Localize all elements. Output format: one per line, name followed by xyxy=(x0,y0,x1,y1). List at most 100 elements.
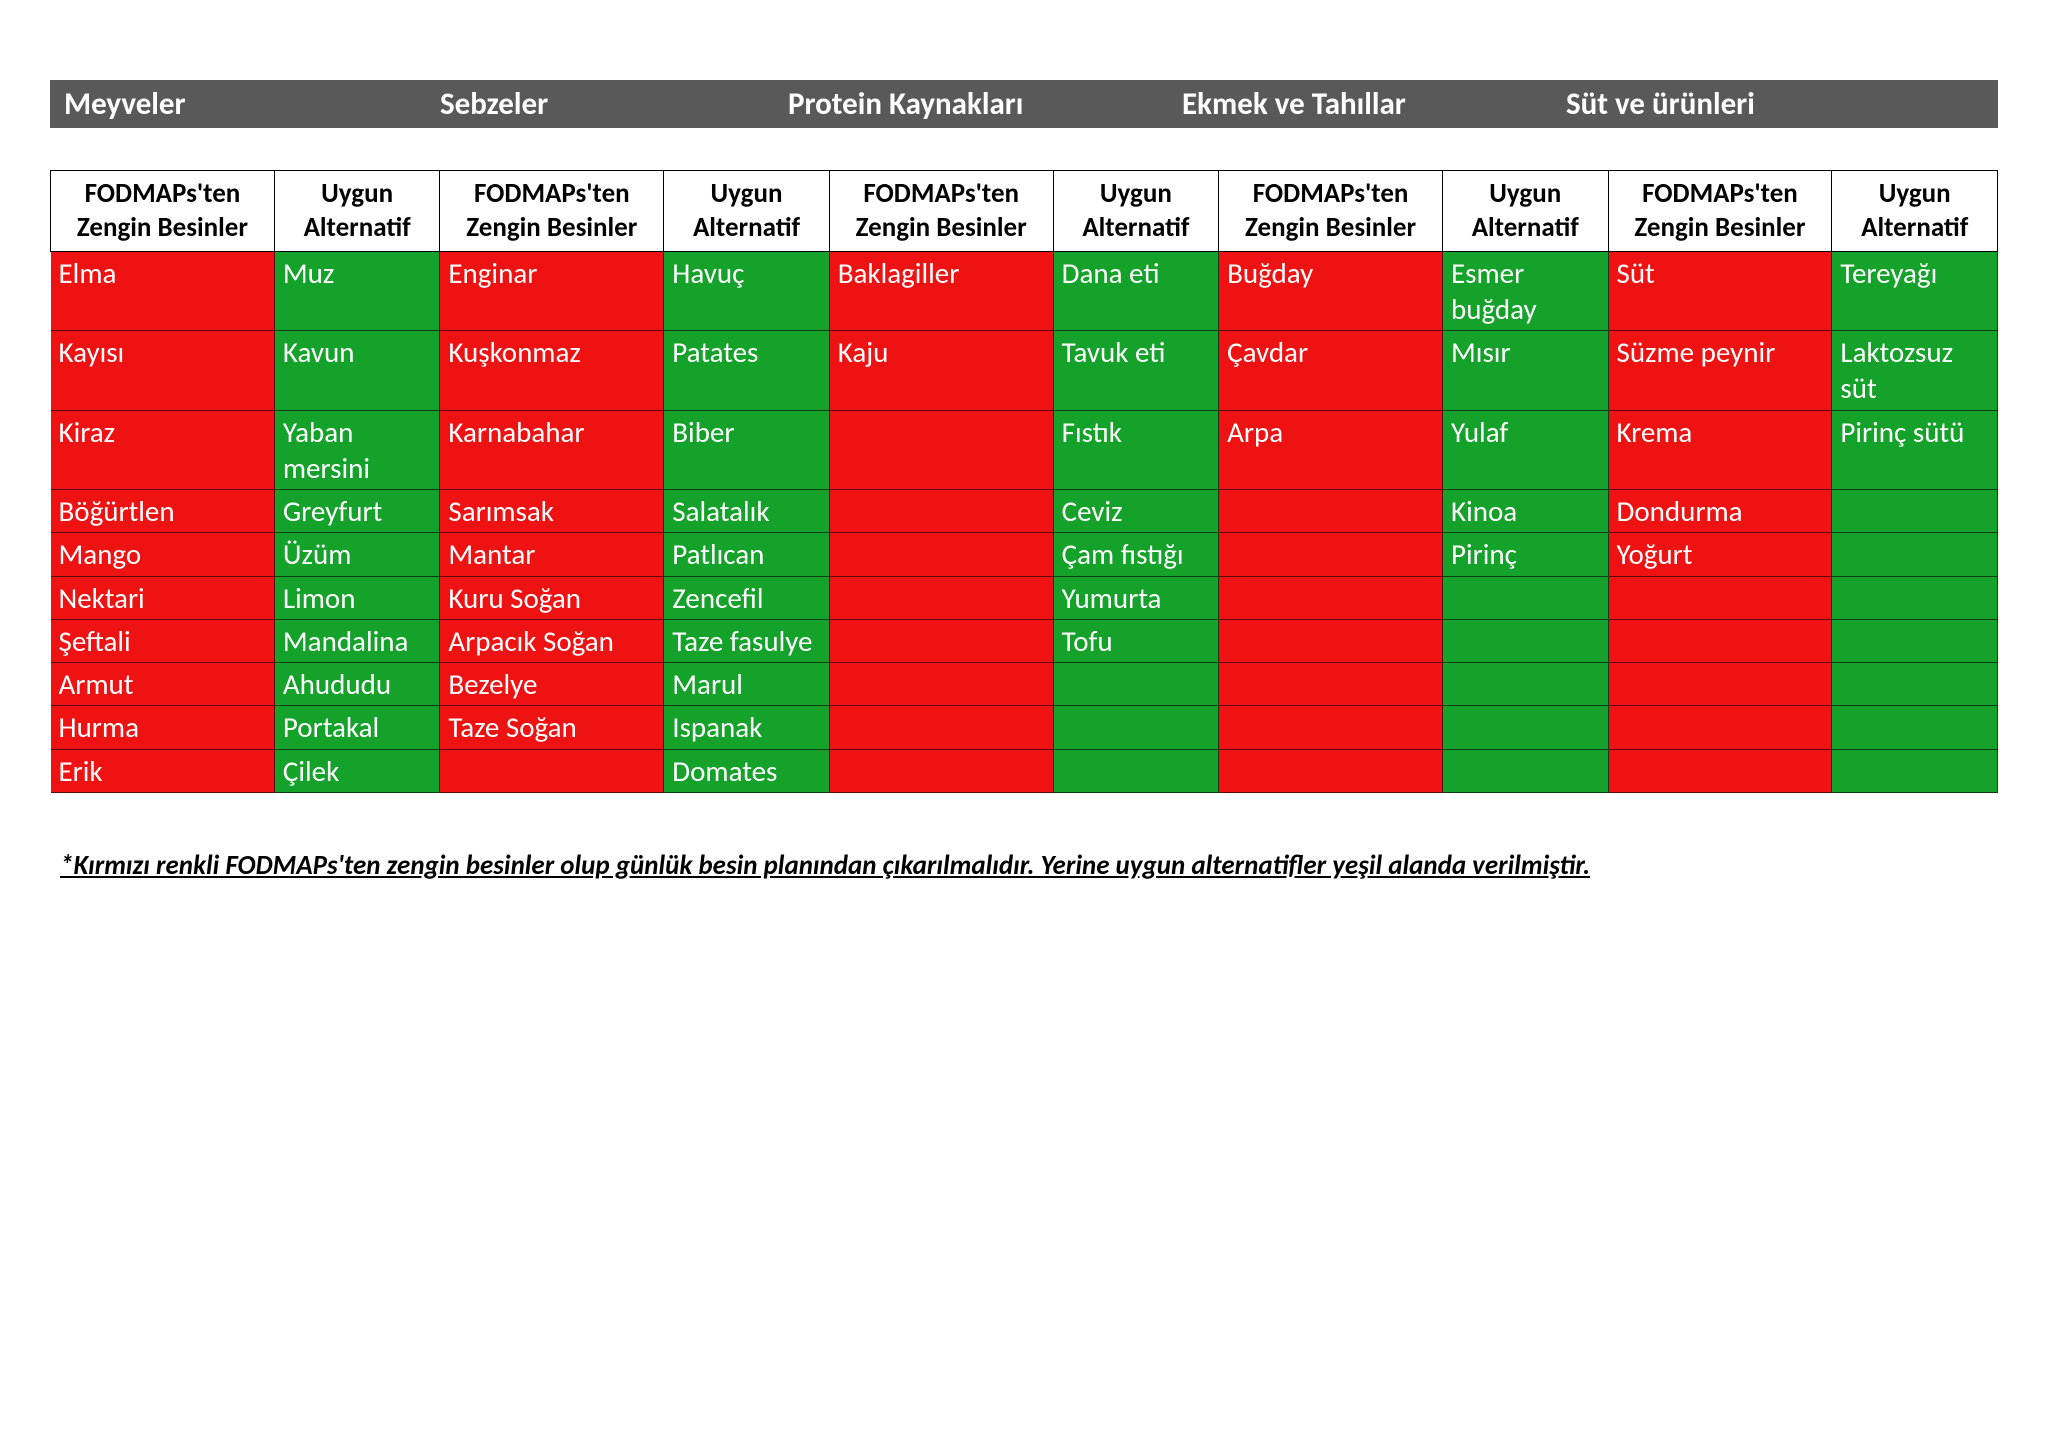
cell: Ceviz xyxy=(1053,490,1218,533)
cell: Tavuk eti xyxy=(1053,331,1218,411)
cell: Kuru Soğan xyxy=(440,576,664,619)
cell: Arpa xyxy=(1219,410,1443,490)
cell: Kuşkonmaz xyxy=(440,331,664,411)
cell: Patlıcan xyxy=(664,533,829,576)
cell xyxy=(1219,663,1443,706)
cell: Yulaf xyxy=(1443,410,1608,490)
cell: Marul xyxy=(664,663,829,706)
cell xyxy=(829,706,1053,749)
cell: Esmer buğday xyxy=(1443,251,1608,331)
cell xyxy=(1608,706,1832,749)
table-row: HurmaPortakalTaze SoğanIspanak xyxy=(51,706,1998,749)
cell: Yoğurt xyxy=(1608,533,1832,576)
cell xyxy=(829,749,1053,792)
cell: Taze fasulye xyxy=(664,619,829,662)
cell: Kaju xyxy=(829,331,1053,411)
cell: Pirinç sütü xyxy=(1832,410,1998,490)
cell: Patates xyxy=(664,331,829,411)
cell xyxy=(1832,706,1998,749)
cell xyxy=(1608,749,1832,792)
table-row: ErikÇilek Domates xyxy=(51,749,1998,792)
cell xyxy=(829,576,1053,619)
cell: Nektari xyxy=(51,576,275,619)
cell: Limon xyxy=(274,576,439,619)
cell: Dondurma xyxy=(1608,490,1832,533)
category-0: Meyveler xyxy=(50,83,426,125)
category-4: Süt ve ürünleri xyxy=(1552,83,1998,125)
cell xyxy=(1053,749,1218,792)
cell: Bezelye xyxy=(440,663,664,706)
cell: Taze Soğan xyxy=(440,706,664,749)
cell: Üzüm xyxy=(274,533,439,576)
cell xyxy=(1443,706,1608,749)
cell xyxy=(1219,619,1443,662)
cell: Salatalık xyxy=(664,490,829,533)
column-header: FODMAPs'ten Zengin Besinler xyxy=(829,171,1053,252)
cell: Buğday xyxy=(1219,251,1443,331)
cell xyxy=(1443,619,1608,662)
cell: Sarımsak xyxy=(440,490,664,533)
cell: Pirinç xyxy=(1443,533,1608,576)
cell: Greyfurt xyxy=(274,490,439,533)
cell: Süzme peynir xyxy=(1608,331,1832,411)
cell: Çam fıstığı xyxy=(1053,533,1218,576)
cell: Elma xyxy=(51,251,275,331)
cell xyxy=(1443,749,1608,792)
table-row: ElmaMuzEnginarHavuçBaklagillerDana etiBu… xyxy=(51,251,1998,331)
cell: Biber xyxy=(664,410,829,490)
category-bar: Meyveler Sebzeler Protein Kaynakları Ekm… xyxy=(50,80,1998,128)
cell: Şeftali xyxy=(51,619,275,662)
cell: Portakal xyxy=(274,706,439,749)
cell: Fıstık xyxy=(1053,410,1218,490)
cell xyxy=(829,619,1053,662)
cell xyxy=(1219,706,1443,749)
cell xyxy=(1832,576,1998,619)
cell: Böğürtlen xyxy=(51,490,275,533)
cell xyxy=(1053,663,1218,706)
cell: Arpacık Soğan xyxy=(440,619,664,662)
column-header: Uygun Alternatif xyxy=(274,171,439,252)
cell: Havuç xyxy=(664,251,829,331)
cell: Domates xyxy=(664,749,829,792)
column-header: Uygun Alternatif xyxy=(1832,171,1998,252)
table-row: KayısıKavunKuşkonmazPatatesKajuTavuk eti… xyxy=(51,331,1998,411)
column-header: Uygun Alternatif xyxy=(664,171,829,252)
cell: Baklagiller xyxy=(829,251,1053,331)
header-row: FODMAPs'ten Zengin BesinlerUygun Alterna… xyxy=(51,171,1998,252)
fodmap-table: FODMAPs'ten Zengin BesinlerUygun Alterna… xyxy=(50,170,1998,793)
cell: Mandalina xyxy=(274,619,439,662)
column-header: FODMAPs'ten Zengin Besinler xyxy=(440,171,664,252)
cell xyxy=(440,749,664,792)
cell: Karnabahar xyxy=(440,410,664,490)
cell: Mango xyxy=(51,533,275,576)
cell: Ispanak xyxy=(664,706,829,749)
cell: Yumurta xyxy=(1053,576,1218,619)
cell xyxy=(1832,749,1998,792)
table-row: MangoÜzümMantarPatlıcan Çam fıstığı Piri… xyxy=(51,533,1998,576)
column-header: FODMAPs'ten Zengin Besinler xyxy=(1608,171,1832,252)
cell xyxy=(1443,576,1608,619)
cell xyxy=(829,490,1053,533)
cell xyxy=(1608,663,1832,706)
category-3: Ekmek ve Tahıllar xyxy=(1168,83,1552,125)
cell xyxy=(1608,576,1832,619)
cell: Hurma xyxy=(51,706,275,749)
cell xyxy=(1219,533,1443,576)
table-row: Nektari LimonKuru Soğan Zencefil Yumurta xyxy=(51,576,1998,619)
cell xyxy=(1219,576,1443,619)
cell: Kiraz xyxy=(51,410,275,490)
column-header: Uygun Alternatif xyxy=(1443,171,1608,252)
cell xyxy=(1219,490,1443,533)
cell: Ahududu xyxy=(274,663,439,706)
cell xyxy=(829,663,1053,706)
cell xyxy=(1219,749,1443,792)
table-head: FODMAPs'ten Zengin BesinlerUygun Alterna… xyxy=(51,171,1998,252)
cell xyxy=(1832,663,1998,706)
cell: Mantar xyxy=(440,533,664,576)
cell: Dana eti xyxy=(1053,251,1218,331)
cell xyxy=(1608,619,1832,662)
cell xyxy=(1443,663,1608,706)
table-row: KirazYaban mersiniKarnabaharBiber Fıstık… xyxy=(51,410,1998,490)
cell: Laktozsuz süt xyxy=(1832,331,1998,411)
cell: Tofu xyxy=(1053,619,1218,662)
